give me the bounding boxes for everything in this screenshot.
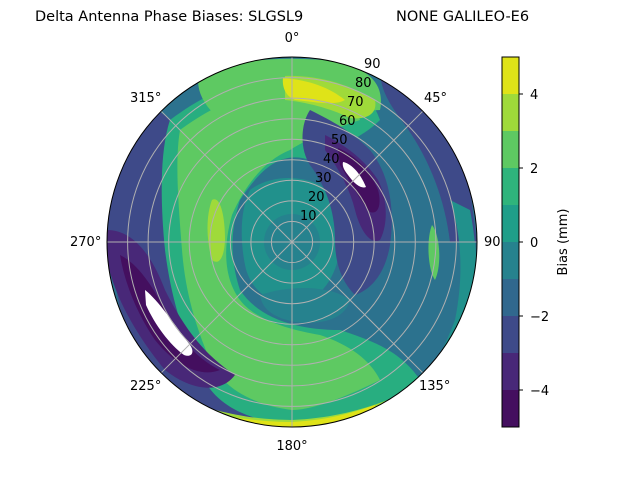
r-tick-60: 60 xyxy=(339,114,356,129)
r-tick-20: 20 xyxy=(308,190,325,205)
r-tick-90: 90 xyxy=(364,57,381,72)
colorbar: 4 2 0 −2 −4 Bias (mm) xyxy=(501,56,571,428)
r-tick-70: 70 xyxy=(347,95,364,110)
theta-tick-135: 135° xyxy=(419,379,450,394)
r-tick-labels: 10 20 30 40 50 60 70 80 90 xyxy=(300,57,381,224)
angular-grid xyxy=(107,57,477,427)
theta-tick-labels: 0° 45° 90 135° 180° 225° 270° 315° xyxy=(70,31,501,454)
colorbar-tick-neg2: −2 xyxy=(530,310,549,325)
colorbar-tick-neg4: −4 xyxy=(530,384,549,399)
theta-tick-180: 180° xyxy=(276,439,307,454)
theta-tick-45: 45° xyxy=(424,91,447,106)
theta-tick-225: 225° xyxy=(130,379,161,394)
theta-tick-0: 0° xyxy=(285,31,300,46)
r-tick-80: 80 xyxy=(355,76,372,91)
theta-tick-315: 315° xyxy=(130,91,161,106)
r-tick-10: 10 xyxy=(300,209,317,224)
colorbar-tick-4: 4 xyxy=(530,88,538,103)
theta-tick-270: 270° xyxy=(70,235,101,250)
colorbar-label: Bias (mm) xyxy=(556,209,571,276)
polar-frame xyxy=(106,56,478,428)
r-tick-30: 30 xyxy=(315,171,332,186)
r-tick-40: 40 xyxy=(323,152,340,167)
theta-tick-90: 90 xyxy=(484,235,501,250)
colorbar-tick-0: 0 xyxy=(530,236,538,251)
chart-title-right: NONE GALILEO-E6 xyxy=(396,9,530,25)
chart-title: Delta Antenna Phase Biases: SLGSL9 xyxy=(35,9,304,25)
r-tick-50: 50 xyxy=(331,133,348,148)
colorbar-tick-2: 2 xyxy=(530,162,538,177)
